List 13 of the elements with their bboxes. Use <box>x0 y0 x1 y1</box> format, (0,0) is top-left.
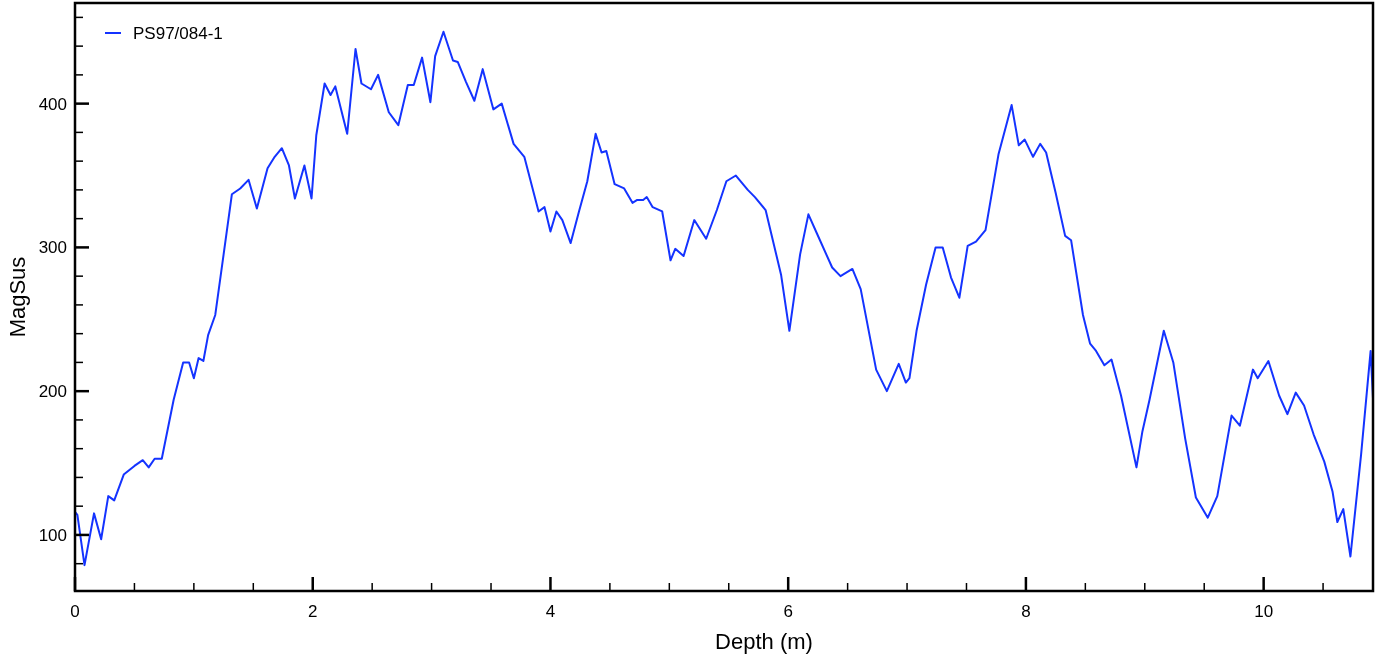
x-tick-label: 6 <box>783 602 793 621</box>
y-tick-label: 300 <box>38 238 67 258</box>
x-tick-label: 10 <box>1254 602 1274 621</box>
y-tick-label: 100 <box>38 525 67 545</box>
x-tick-label: 4 <box>545 602 556 621</box>
x-tick-label: 8 <box>1021 602 1031 621</box>
y-tick-label: 200 <box>38 382 67 402</box>
y-axis-title: MagSus <box>5 256 30 338</box>
x-axis-title: Depth (m) <box>715 629 813 654</box>
legend-label: PS97/084-1 <box>133 23 223 43</box>
y-tick-label: 400 <box>38 94 67 114</box>
x-tick-label: 2 <box>307 602 318 621</box>
x-tick-label: 0 <box>70 602 80 621</box>
